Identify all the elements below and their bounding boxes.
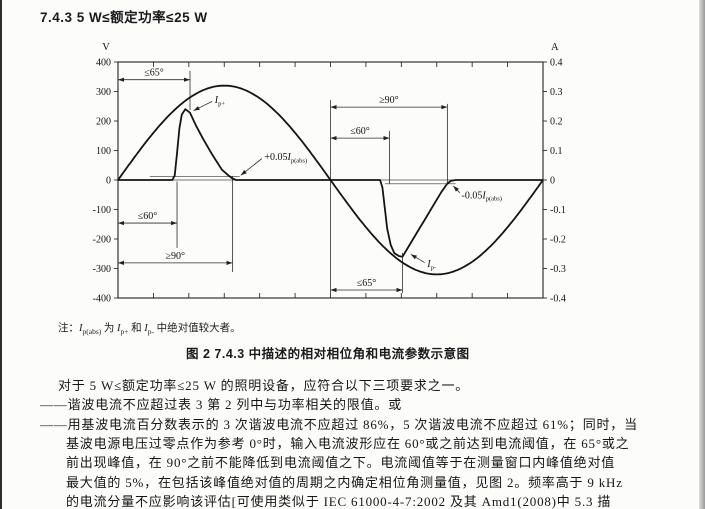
svg-text:A: A [551,42,559,53]
svg-text:0.2: 0.2 [550,117,563,128]
formula-symbol: I [144,323,148,334]
body-line-6: 最大值的 5%，在包括该峰值绝对值的周期之内确定相位角测量值，见图 2。频率高于… [66,474,623,490]
svg-text:≤65°: ≤65° [357,278,377,289]
section-heading: 7.4.3 5 W≤额定功率≤25 W [40,10,208,25]
body-line-4: 基波电源电压过零点作为参考 0°时，输入电流波形应在 60°或之前达到电流阈值，… [66,435,630,451]
svg-text:≤60°: ≤60° [350,126,370,137]
body-line-2: ——谐波电流不应超过表 3 第 2 列中与功率相关的限值。或 [40,397,402,413]
svg-text:200: 200 [96,117,111,128]
svg-text:-0.4: -0.4 [550,294,566,305]
formula-symbol: I [117,323,121,334]
svg-text:0: 0 [106,176,111,187]
svg-text:≥90°: ≥90° [166,251,186,262]
svg-text:-0.2: -0.2 [550,235,566,246]
svg-text:Ip+: Ip+ [214,95,226,107]
figure-2-waveform-chart: 400 300 200 100 0 -100 -200 -300 -400 0.4 0.3 0.2 0.… [93,42,566,305]
svg-text:-300: -300 [93,264,111,275]
svg-text:-100: -100 [93,205,111,216]
svg-text:Ip-: Ip- [426,259,436,271]
figure-caption: 图 2 7.4.3 中描述的相对相位角和电流参数示意图 [186,347,470,361]
body-line-5: 前出现峰值，在 90°之前不能降低到电流阈值之下。电流阈值等于在测量窗口内峰值绝… [66,455,616,471]
figure-note: 注：Ip(abs) 为 Ip+ 和 Ip- 中绝对值较大者。 [58,323,241,337]
svg-text:0: 0 [550,176,555,187]
svg-text:300: 300 [96,87,111,98]
svg-text:-0.1: -0.1 [550,205,566,216]
svg-text:0.3: 0.3 [550,87,563,98]
svg-text:-200: -200 [93,235,111,246]
svg-text:+0.05Ip(abs): +0.05Ip(abs) [264,152,307,164]
body-line-3: ——用基波电流百分数表示的 3 次谐波电流不应超过 86%，5 次谐波电流不应超… [40,416,638,432]
formula-symbol: I [79,323,83,334]
svg-text:-0.05Ip(abs): -0.05Ip(abs) [462,190,502,202]
svg-text:≤60°: ≤60° [138,211,158,222]
svg-text:400: 400 [96,58,111,69]
svg-text:100: 100 [96,146,111,157]
svg-text:-0.3: -0.3 [550,264,566,275]
svg-text:≤65°: ≤65° [144,68,164,79]
svg-text:0.1: 0.1 [550,146,563,157]
scan-right-edge [699,0,705,509]
scan-left-edge [0,0,2,509]
body-line-7: 的电流分量不应影响该评估[可使用类似于 IEC 61000-4-7:2002 及… [66,493,612,509]
svg-text:-400: -400 [93,294,111,305]
svg-text:≥90°: ≥90° [379,95,399,106]
svg-text:0.4: 0.4 [550,58,563,69]
svg-text:V: V [102,42,110,53]
body-line-1: 对于 5 W≤额定功率≤25 W 的照明设备，应符合以下三项要求之一。 [58,378,470,393]
